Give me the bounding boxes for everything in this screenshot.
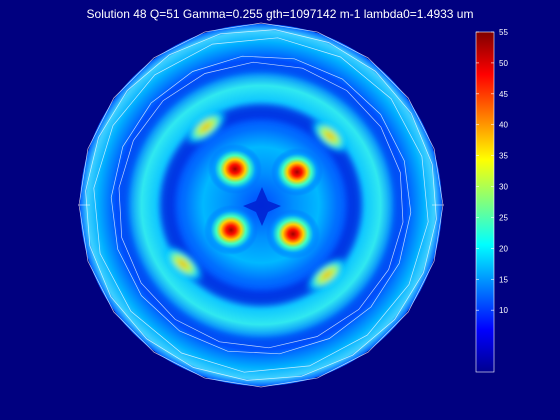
colorbar-gradient xyxy=(476,32,494,372)
colorbar-tick-label: 25 xyxy=(499,213,508,222)
colorbar-tick-label: 20 xyxy=(499,244,508,253)
mesh-ring xyxy=(110,55,412,355)
colorbar-tick-label: 45 xyxy=(499,90,508,99)
colorbar-tick-label: 35 xyxy=(499,152,508,161)
mesh-outlines xyxy=(78,22,444,388)
colorbar: 10 15 20 25 30 35 40 45 50 55 xyxy=(475,28,508,373)
colorbar-frame xyxy=(475,31,495,373)
plot-title: Solution 48 Q=51 Gamma=0.255 gth=1097142… xyxy=(86,7,474,21)
colorbar-tick-label: 10 xyxy=(499,306,508,315)
mesh-ring xyxy=(118,61,404,349)
colorbar-tick-label: 50 xyxy=(499,59,508,68)
colorbar-tick-label: 15 xyxy=(499,275,508,284)
outer-lobes xyxy=(161,108,350,294)
inner-lobes xyxy=(204,144,323,259)
mesh-ring xyxy=(93,37,429,373)
mesh-ring xyxy=(85,29,437,381)
colorbar-tick-label: 30 xyxy=(499,183,508,192)
colorbar-tick-label: 40 xyxy=(499,121,508,130)
colorbar-tick-label: 55 xyxy=(499,28,508,37)
